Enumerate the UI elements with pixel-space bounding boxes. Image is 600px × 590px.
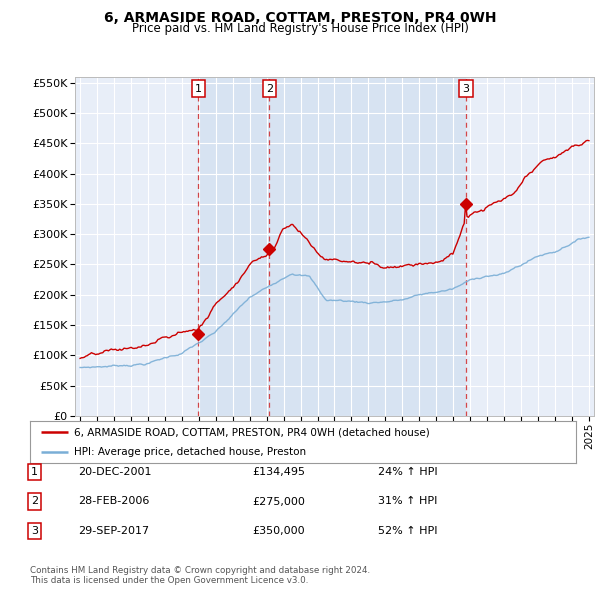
Text: 1: 1 bbox=[195, 84, 202, 94]
Text: 1: 1 bbox=[31, 467, 38, 477]
Text: £134,495: £134,495 bbox=[252, 467, 305, 477]
Text: 2: 2 bbox=[266, 84, 273, 94]
Text: £350,000: £350,000 bbox=[252, 526, 305, 536]
Text: 29-SEP-2017: 29-SEP-2017 bbox=[78, 526, 149, 536]
Text: Price paid vs. HM Land Registry's House Price Index (HPI): Price paid vs. HM Land Registry's House … bbox=[131, 22, 469, 35]
Text: £275,000: £275,000 bbox=[252, 497, 305, 506]
Text: 24% ↑ HPI: 24% ↑ HPI bbox=[378, 467, 437, 477]
Text: 31% ↑ HPI: 31% ↑ HPI bbox=[378, 497, 437, 506]
Bar bbox=[269, 77, 466, 416]
Text: 3: 3 bbox=[31, 526, 38, 536]
Text: 3: 3 bbox=[463, 84, 469, 94]
Text: 52% ↑ HPI: 52% ↑ HPI bbox=[378, 526, 437, 536]
Text: 6, ARMASIDE ROAD, COTTAM, PRESTON, PR4 0WH: 6, ARMASIDE ROAD, COTTAM, PRESTON, PR4 0… bbox=[104, 11, 496, 25]
Text: 20-DEC-2001: 20-DEC-2001 bbox=[78, 467, 151, 477]
Text: HPI: Average price, detached house, Preston: HPI: Average price, detached house, Pres… bbox=[74, 447, 306, 457]
Text: Contains HM Land Registry data © Crown copyright and database right 2024.
This d: Contains HM Land Registry data © Crown c… bbox=[30, 566, 370, 585]
Text: 28-FEB-2006: 28-FEB-2006 bbox=[78, 497, 149, 506]
Text: 6, ARMASIDE ROAD, COTTAM, PRESTON, PR4 0WH (detached house): 6, ARMASIDE ROAD, COTTAM, PRESTON, PR4 0… bbox=[74, 427, 430, 437]
Text: 2: 2 bbox=[31, 497, 38, 506]
Bar bbox=[199, 77, 269, 416]
